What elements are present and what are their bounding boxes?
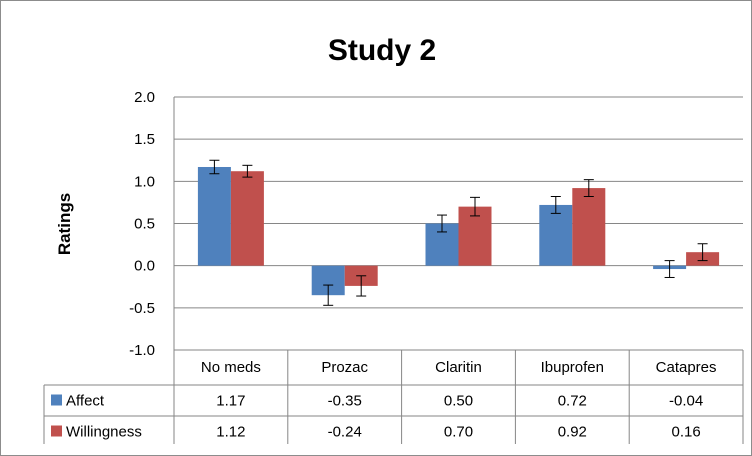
y-tick-label: 1.0 xyxy=(134,173,155,190)
data-value: 0.16 xyxy=(671,424,700,441)
bar-affect-no-meds xyxy=(197,166,231,266)
x-category-label: No meds xyxy=(201,359,261,376)
bar-willingness-claritin xyxy=(458,206,492,266)
legend-label-affect: Affect xyxy=(66,393,105,410)
legend-key-willingness xyxy=(51,425,62,437)
bar-willingness-no-meds xyxy=(230,171,264,266)
y-tick-label: -0.5 xyxy=(129,300,155,317)
x-category-label: Catapres xyxy=(656,359,717,376)
bar-affect-ibuprofen xyxy=(539,204,573,266)
data-value: -0.35 xyxy=(328,393,362,410)
data-value: 0.50 xyxy=(444,393,473,410)
data-value: -0.24 xyxy=(328,424,362,441)
legend-key-affect xyxy=(51,394,62,406)
data-value: 0.92 xyxy=(558,424,587,441)
y-axis-ticks: 2.0 1.5 1.0 0.5 0.0 -0.5 -1.0 xyxy=(129,89,155,359)
data-value: 1.12 xyxy=(216,424,245,441)
data-value: 0.70 xyxy=(444,424,473,441)
bar-willingness-ibuprofen xyxy=(572,188,606,266)
y-tick-label: 0.5 xyxy=(134,216,155,233)
legend-label-willingness: Willingness xyxy=(66,424,142,441)
x-category-label: Ibuprofen xyxy=(541,359,604,376)
y-axis-label: Ratings xyxy=(55,193,74,255)
data-value: 1.17 xyxy=(216,393,245,410)
y-tick-label: -1.0 xyxy=(129,342,155,359)
data-value: -0.04 xyxy=(669,393,703,410)
data-table: No meds Prozac Claritin Ibuprofen Catapres Af… xyxy=(43,349,744,444)
y-tick-label: 2.0 xyxy=(134,89,155,106)
y-tick-label: 1.5 xyxy=(134,131,155,148)
x-category-label: Claritin xyxy=(435,359,482,376)
chart-title: Study 2 xyxy=(328,34,436,67)
bars xyxy=(197,159,720,306)
x-category-label: Prozac xyxy=(321,359,368,376)
data-value: 0.72 xyxy=(558,393,587,410)
y-tick-label: 0.0 xyxy=(134,258,155,275)
